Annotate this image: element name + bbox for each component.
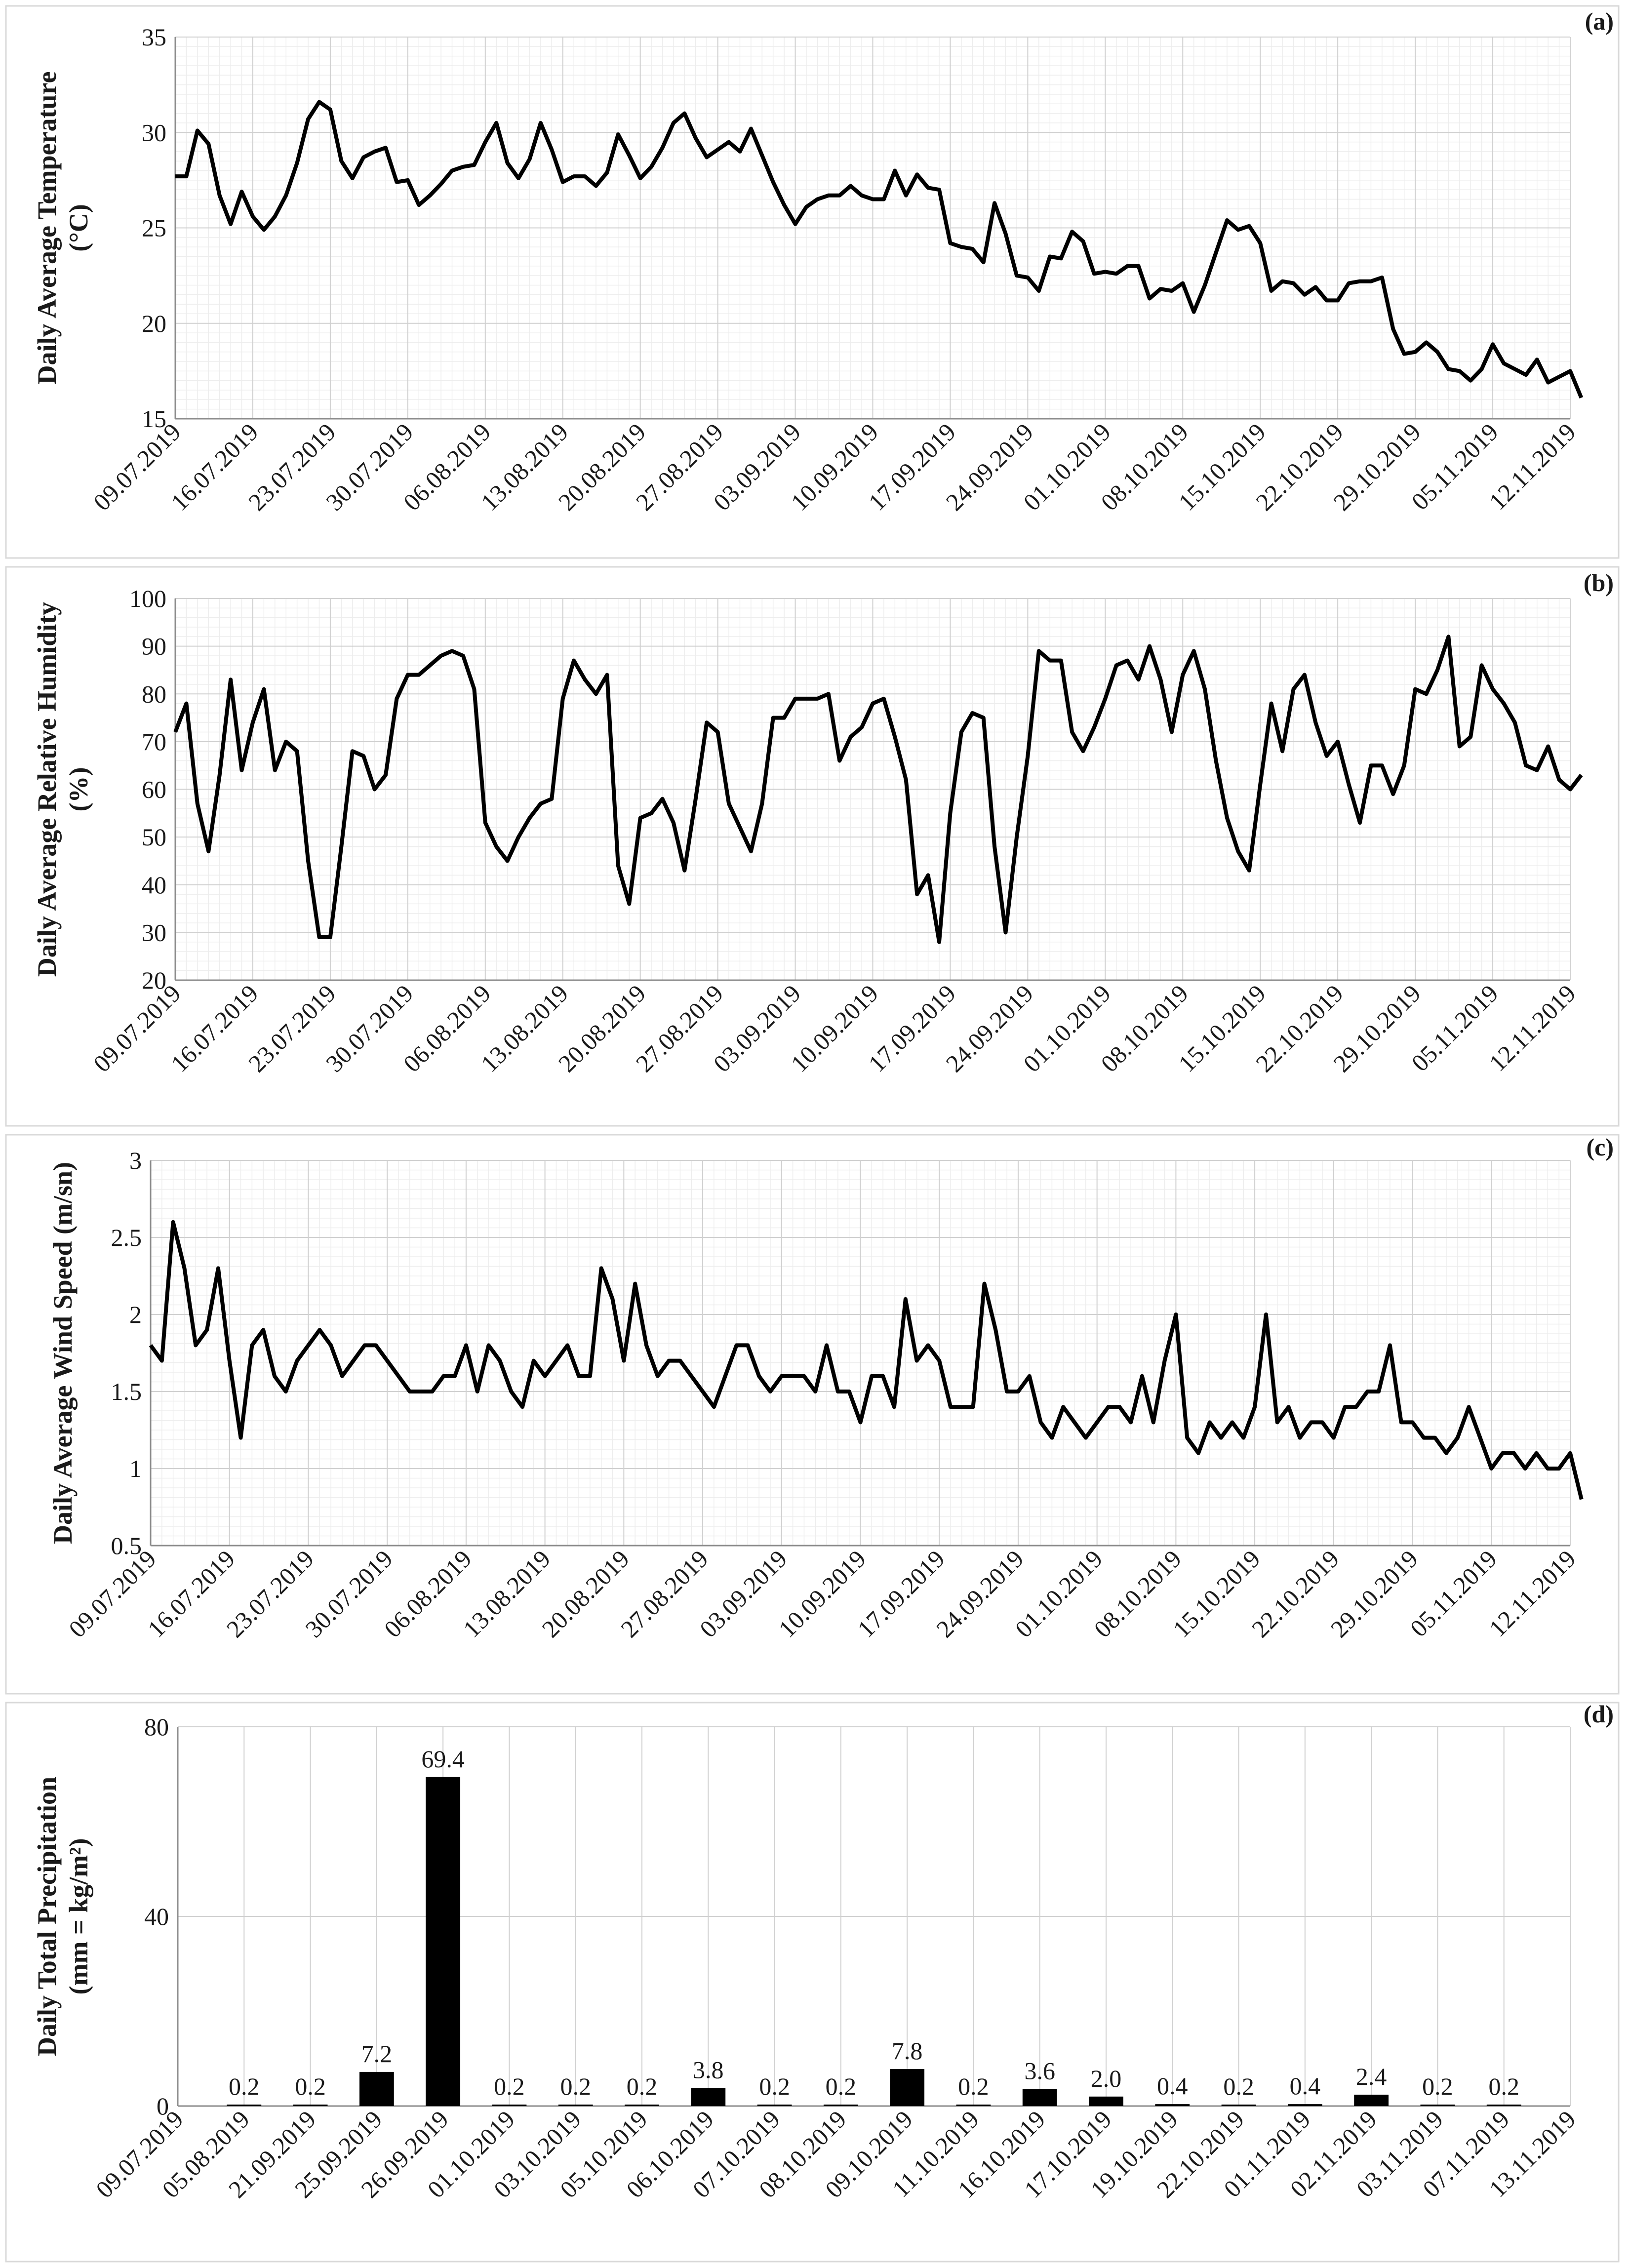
y-tick-label: 40: [144, 1903, 169, 1930]
precip-bar: [625, 2105, 659, 2106]
bar-value-label: 69.4: [421, 1745, 465, 1773]
bar-value-label: 0.2: [759, 2072, 790, 2100]
y-tick-label: 25: [142, 214, 166, 242]
y-axis-title: Daily Total Precipitation: [32, 1777, 62, 2056]
gridlines: [175, 598, 1571, 981]
precip-bar: [426, 1777, 461, 2106]
data-line: [149, 1220, 1584, 1500]
y-tick-label: 3: [129, 1147, 142, 1174]
y-tick-label: 60: [142, 776, 166, 803]
bar-value-label: 0.2: [627, 2072, 658, 2100]
panel-frame: [5, 1702, 1620, 2263]
precip-bar: [890, 2069, 925, 2106]
y-tick-label: 30: [142, 119, 166, 146]
panel-d: 0 40 80 Daily Total Precipitation (mm = kg/m…: [5, 1700, 1620, 2263]
y-tick-label: 40: [142, 871, 166, 899]
y-tick-label: 1.5: [111, 1378, 142, 1405]
bar-value-label: 0.2: [494, 2072, 525, 2100]
gridlines: [150, 1160, 1571, 1546]
y-tick-label: 80: [144, 1713, 169, 1741]
panel-label: (a): [1585, 7, 1614, 35]
y-tick-label: 0: [157, 2092, 169, 2120]
y-axis-title: (°C): [64, 204, 93, 252]
panel-label: (c): [1587, 1133, 1614, 1161]
bar-value-label: 3.6: [1024, 2057, 1055, 2084]
panel-a: 15 20 25 30 35 Daily Average Temperature (°C) (…: [5, 5, 1620, 559]
precip-bar: [359, 2071, 394, 2106]
bar-value-label: 0.2: [295, 2072, 326, 2100]
bar-value-label: 0.2: [229, 2072, 260, 2100]
y-tick-label: 90: [142, 633, 166, 660]
y-tick-label: 20: [142, 310, 166, 337]
bar-value-label: 0.4: [1290, 2072, 1321, 2100]
bar-value-label: 7.2: [361, 2040, 393, 2068]
bar-value-label: 0.4: [1157, 2072, 1188, 2100]
precip-bar: [227, 2105, 262, 2106]
y-tick-label: 2: [129, 1301, 142, 1328]
data-line: [173, 635, 1583, 944]
y-tick-label: 35: [142, 23, 166, 51]
precip-bar: [1354, 2094, 1389, 2106]
precip-bar: [1022, 2089, 1057, 2106]
y-axis-title: (%): [64, 767, 93, 812]
y-tick-label: 80: [142, 680, 166, 708]
panel-c: 0.5 1 1.5 2 2.5 3 Daily Average Wind Speed (m/…: [5, 1133, 1620, 1695]
y-tick-label: 50: [142, 823, 166, 851]
y-tick-label: 0.5: [111, 1532, 142, 1559]
bar-value-label: 3.8: [693, 2056, 724, 2084]
precip-bar: [757, 2105, 792, 2106]
y-axis-title: (mm = kg/m²): [64, 1838, 93, 1995]
y-tick-label: 70: [142, 728, 166, 756]
y-tick-label: 30: [142, 918, 166, 946]
precip-bar: [1089, 2096, 1123, 2106]
precip-bar: [1287, 2104, 1322, 2106]
precip-bar: [1486, 2105, 1521, 2106]
y-axis-title: Daily Average Relative Humidity: [32, 602, 62, 977]
bar-value-label: 0.2: [958, 2072, 989, 2100]
precip-bar: [558, 2105, 593, 2106]
precip-bar: [1420, 2105, 1455, 2106]
panel-label: (d): [1584, 1700, 1614, 1728]
gridlines: [175, 37, 1571, 419]
precip-bar: [293, 2105, 328, 2106]
bar-value-label: 0.2: [1223, 2072, 1254, 2100]
y-tick-label: 2.5: [111, 1224, 142, 1251]
y-tick-label: 20: [142, 966, 166, 994]
y-tick-label: 100: [129, 585, 166, 612]
bar-value-label: 2.0: [1091, 2065, 1122, 2092]
y-tick-label: 1: [129, 1455, 142, 1482]
bar-value-label: 7.8: [892, 2037, 923, 2065]
bar-value-label: 2.4: [1356, 2063, 1387, 2090]
precip-bar: [956, 2105, 991, 2106]
bar-value-label: 0.2: [1422, 2072, 1453, 2100]
panel-b: 20 30 40 50 60 70 80 90 100 Daily Average Relativ…: [5, 566, 1620, 1127]
data-line: [175, 100, 1584, 399]
precip-bar: [691, 2088, 726, 2106]
y-tick-label: 15: [142, 405, 166, 433]
y-axis-title: Daily Average Temperature: [32, 72, 62, 385]
precip-bar: [823, 2105, 858, 2106]
panel-label: (b): [1584, 569, 1614, 597]
bar-value-label: 0.2: [826, 2072, 857, 2100]
bar-value-label: 0.2: [560, 2072, 591, 2100]
precip-bar: [1221, 2105, 1256, 2106]
precip-bar: [492, 2105, 527, 2106]
bar-value-label: 0.2: [1488, 2072, 1519, 2100]
precip-bar: [1155, 2104, 1190, 2106]
y-axis-title: Daily Average Wind Speed (m/sn): [48, 1162, 78, 1544]
